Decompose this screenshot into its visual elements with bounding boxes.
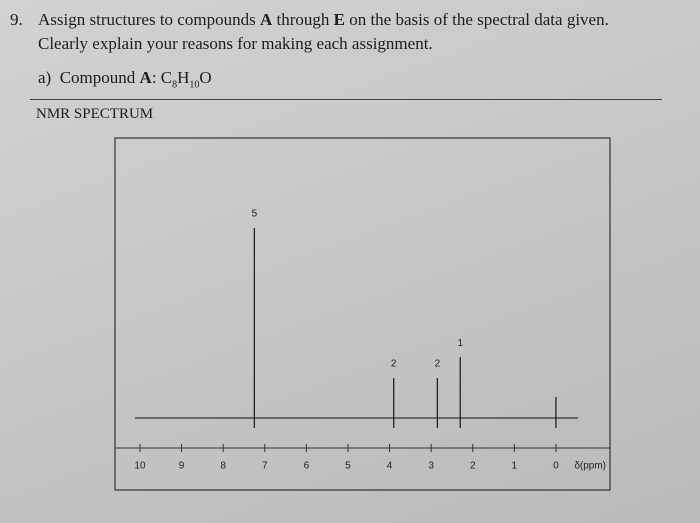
x-tick-label: 9 [179, 461, 185, 472]
x-tick-label: 4 [387, 461, 393, 472]
text: A [259, 10, 273, 29]
text: A [139, 68, 152, 87]
integration-label: 2 [435, 359, 441, 370]
x-tick-label: 1 [512, 461, 518, 472]
text: H [177, 68, 190, 87]
x-axis-label: δ(ppm) [574, 461, 606, 472]
integration-label: 5 [252, 209, 258, 220]
integration-label: 2 [391, 359, 397, 370]
text: E [333, 10, 345, 29]
text: on the basis of the spectral data given.… [38, 10, 609, 53]
text: through [272, 10, 334, 29]
text: 8 [172, 79, 178, 91]
x-tick-label: 8 [220, 461, 226, 472]
chart-frame [114, 137, 611, 491]
question-text: Assign structures to compounds A through… [38, 8, 648, 56]
integration-label: 1 [457, 338, 463, 349]
part: a) Compound A: C8H10O [38, 68, 212, 90]
text: 10 [189, 79, 200, 91]
text: Compound [59, 68, 140, 87]
part-label: a) [38, 68, 52, 87]
text: : C [151, 68, 173, 87]
divider [30, 99, 662, 100]
x-tick-label: 3 [428, 461, 434, 472]
text: O [199, 68, 212, 87]
text: Assign structures to compounds [38, 10, 260, 29]
x-tick-label: 10 [134, 461, 146, 472]
x-tick-label: 7 [262, 461, 268, 472]
x-tick-label: 6 [304, 461, 310, 472]
x-tick-label: 2 [470, 461, 476, 472]
question-number: 9. [10, 10, 23, 29]
x-tick-label: 5 [345, 461, 351, 472]
section-title: NMR SPECTRUM [36, 106, 154, 122]
x-tick-label: 0 [553, 461, 559, 472]
